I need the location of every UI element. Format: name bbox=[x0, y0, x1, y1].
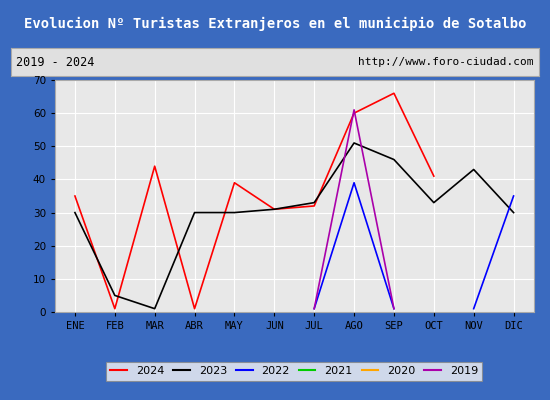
Text: Evolucion Nº Turistas Extranjeros en el municipio de Sotalbo: Evolucion Nº Turistas Extranjeros en el … bbox=[24, 17, 526, 31]
Text: http://www.foro-ciudad.com: http://www.foro-ciudad.com bbox=[358, 57, 534, 67]
Legend: 2024, 2023, 2022, 2021, 2020, 2019: 2024, 2023, 2022, 2021, 2020, 2019 bbox=[106, 362, 482, 381]
Text: 2019 - 2024: 2019 - 2024 bbox=[16, 56, 95, 68]
